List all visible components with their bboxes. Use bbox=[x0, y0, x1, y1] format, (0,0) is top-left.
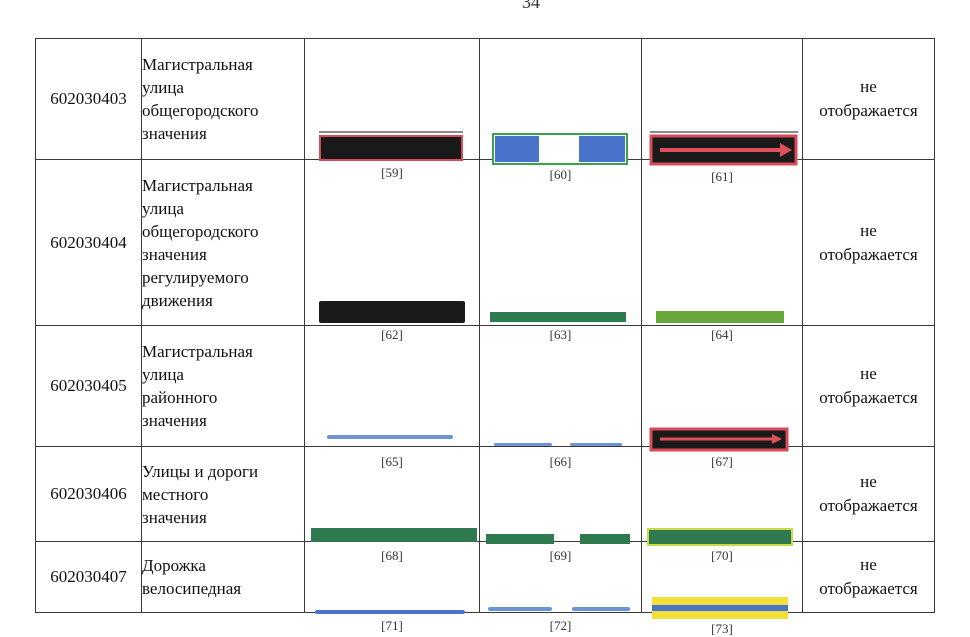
name-line: Магистральная bbox=[142, 175, 253, 195]
line-symbol bbox=[570, 443, 622, 446]
symbol-cell: [59] bbox=[304, 38, 480, 180]
symbol-cell: [69] bbox=[479, 446, 642, 563]
symbol-cell: [62] bbox=[304, 159, 480, 342]
object-name: Магистральная улица общегородского значе… bbox=[141, 38, 305, 160]
symbol-cell: [70] bbox=[641, 446, 803, 563]
symbol-cell: [66] bbox=[479, 325, 642, 469]
symbol-reference: [71] bbox=[381, 618, 403, 633]
note-line: отображается bbox=[819, 579, 918, 598]
name-line: общегородского bbox=[142, 101, 259, 120]
note-line: не bbox=[860, 364, 877, 383]
object-code: 602030405 bbox=[35, 325, 142, 447]
display-note: не отображается bbox=[802, 446, 935, 542]
object-code: 602030406 bbox=[35, 446, 142, 542]
name-line: регулируемого bbox=[142, 267, 249, 287]
name-line: значения bbox=[142, 244, 207, 264]
note-line: отображается bbox=[819, 101, 918, 120]
name-line: движения bbox=[142, 290, 213, 310]
line-symbol bbox=[319, 300, 465, 323]
symbol-cell: [63] bbox=[479, 159, 642, 342]
line-symbol bbox=[580, 534, 630, 544]
line-symbol bbox=[327, 435, 453, 439]
symbol-reference: [72] bbox=[549, 618, 572, 633]
object-name: Магистральная улица районного значения bbox=[141, 325, 305, 447]
display-note: не отображается bbox=[802, 159, 935, 326]
symbol-cell: [65] bbox=[304, 325, 480, 469]
note-line: не bbox=[860, 77, 877, 96]
symbol-cell: [73] bbox=[641, 541, 803, 636]
name-line: улица bbox=[142, 198, 184, 218]
display-note: не отображается bbox=[802, 325, 935, 447]
table-row: 602030406 Улицы и дороги местного значен… bbox=[35, 446, 935, 563]
name-line: значения bbox=[142, 507, 207, 527]
line-symbol bbox=[494, 443, 552, 446]
table-row: 602030403 Магистральная улица общегородс… bbox=[35, 38, 935, 184]
line-symbol bbox=[315, 610, 465, 614]
symbol-cell: [61] bbox=[641, 38, 803, 184]
line-symbol bbox=[652, 605, 788, 611]
display-note: не отображается bbox=[802, 541, 935, 613]
symbol-cell: [71] bbox=[304, 541, 480, 633]
note-line: не bbox=[860, 472, 877, 491]
note-line: отображается bbox=[819, 496, 918, 515]
object-name: Магистральная улица общегородского значе… bbox=[141, 159, 305, 326]
line-symbol bbox=[649, 427, 789, 452]
name-line: Магистральная bbox=[142, 55, 253, 74]
name-line: значения bbox=[142, 124, 207, 143]
name-line: общегородского bbox=[142, 221, 259, 241]
line-symbol bbox=[572, 607, 630, 611]
name-line: улица bbox=[142, 78, 184, 97]
note-line: не bbox=[860, 555, 877, 574]
name-line: велосипедная bbox=[142, 579, 242, 598]
name-line: местного bbox=[142, 484, 209, 504]
symbol-cell: [60] bbox=[479, 38, 642, 182]
line-symbol bbox=[311, 528, 477, 542]
symbol-reference: [73] bbox=[711, 621, 733, 636]
note-line: не bbox=[860, 220, 877, 240]
table-row: 602030407 Дорожка велосипедная [71] [72]… bbox=[35, 541, 935, 636]
name-line: Улицы и дороги bbox=[142, 461, 259, 481]
line-symbol bbox=[486, 534, 554, 544]
line-symbol bbox=[649, 530, 791, 544]
line-symbol bbox=[490, 311, 626, 322]
object-name: Улицы и дороги местного значения bbox=[141, 446, 305, 542]
name-line: значения bbox=[142, 411, 207, 430]
symbol-cell: [72] bbox=[479, 541, 642, 633]
note-line: отображается bbox=[819, 244, 918, 264]
object-name: Дорожка велосипедная bbox=[141, 541, 305, 613]
symbol-cell: [68] bbox=[304, 446, 480, 563]
symbol-cell: [64] bbox=[641, 159, 803, 342]
name-line: районного bbox=[142, 388, 218, 407]
symbol-cell: [67] bbox=[641, 325, 803, 469]
legend-table: 602030403 Магистральная улица общегородс… bbox=[35, 38, 935, 636]
display-note: не отображается bbox=[802, 38, 935, 160]
table-row: 602030405 Магистральная улица районного … bbox=[35, 325, 935, 469]
name-line: Дорожка bbox=[142, 556, 206, 575]
table-row: 602030404 Магистральная улица общегородс… bbox=[35, 159, 935, 342]
line-symbol bbox=[656, 310, 784, 323]
line-symbol bbox=[488, 607, 552, 611]
object-code: 602030403 bbox=[35, 38, 142, 160]
name-line: улица bbox=[142, 365, 184, 384]
name-line: Магистральная bbox=[142, 342, 253, 361]
page-number: 34 bbox=[522, 0, 540, 12]
note-line: отображается bbox=[819, 388, 918, 407]
object-code: 602030407 bbox=[35, 541, 142, 613]
object-code: 602030404 bbox=[35, 159, 142, 326]
